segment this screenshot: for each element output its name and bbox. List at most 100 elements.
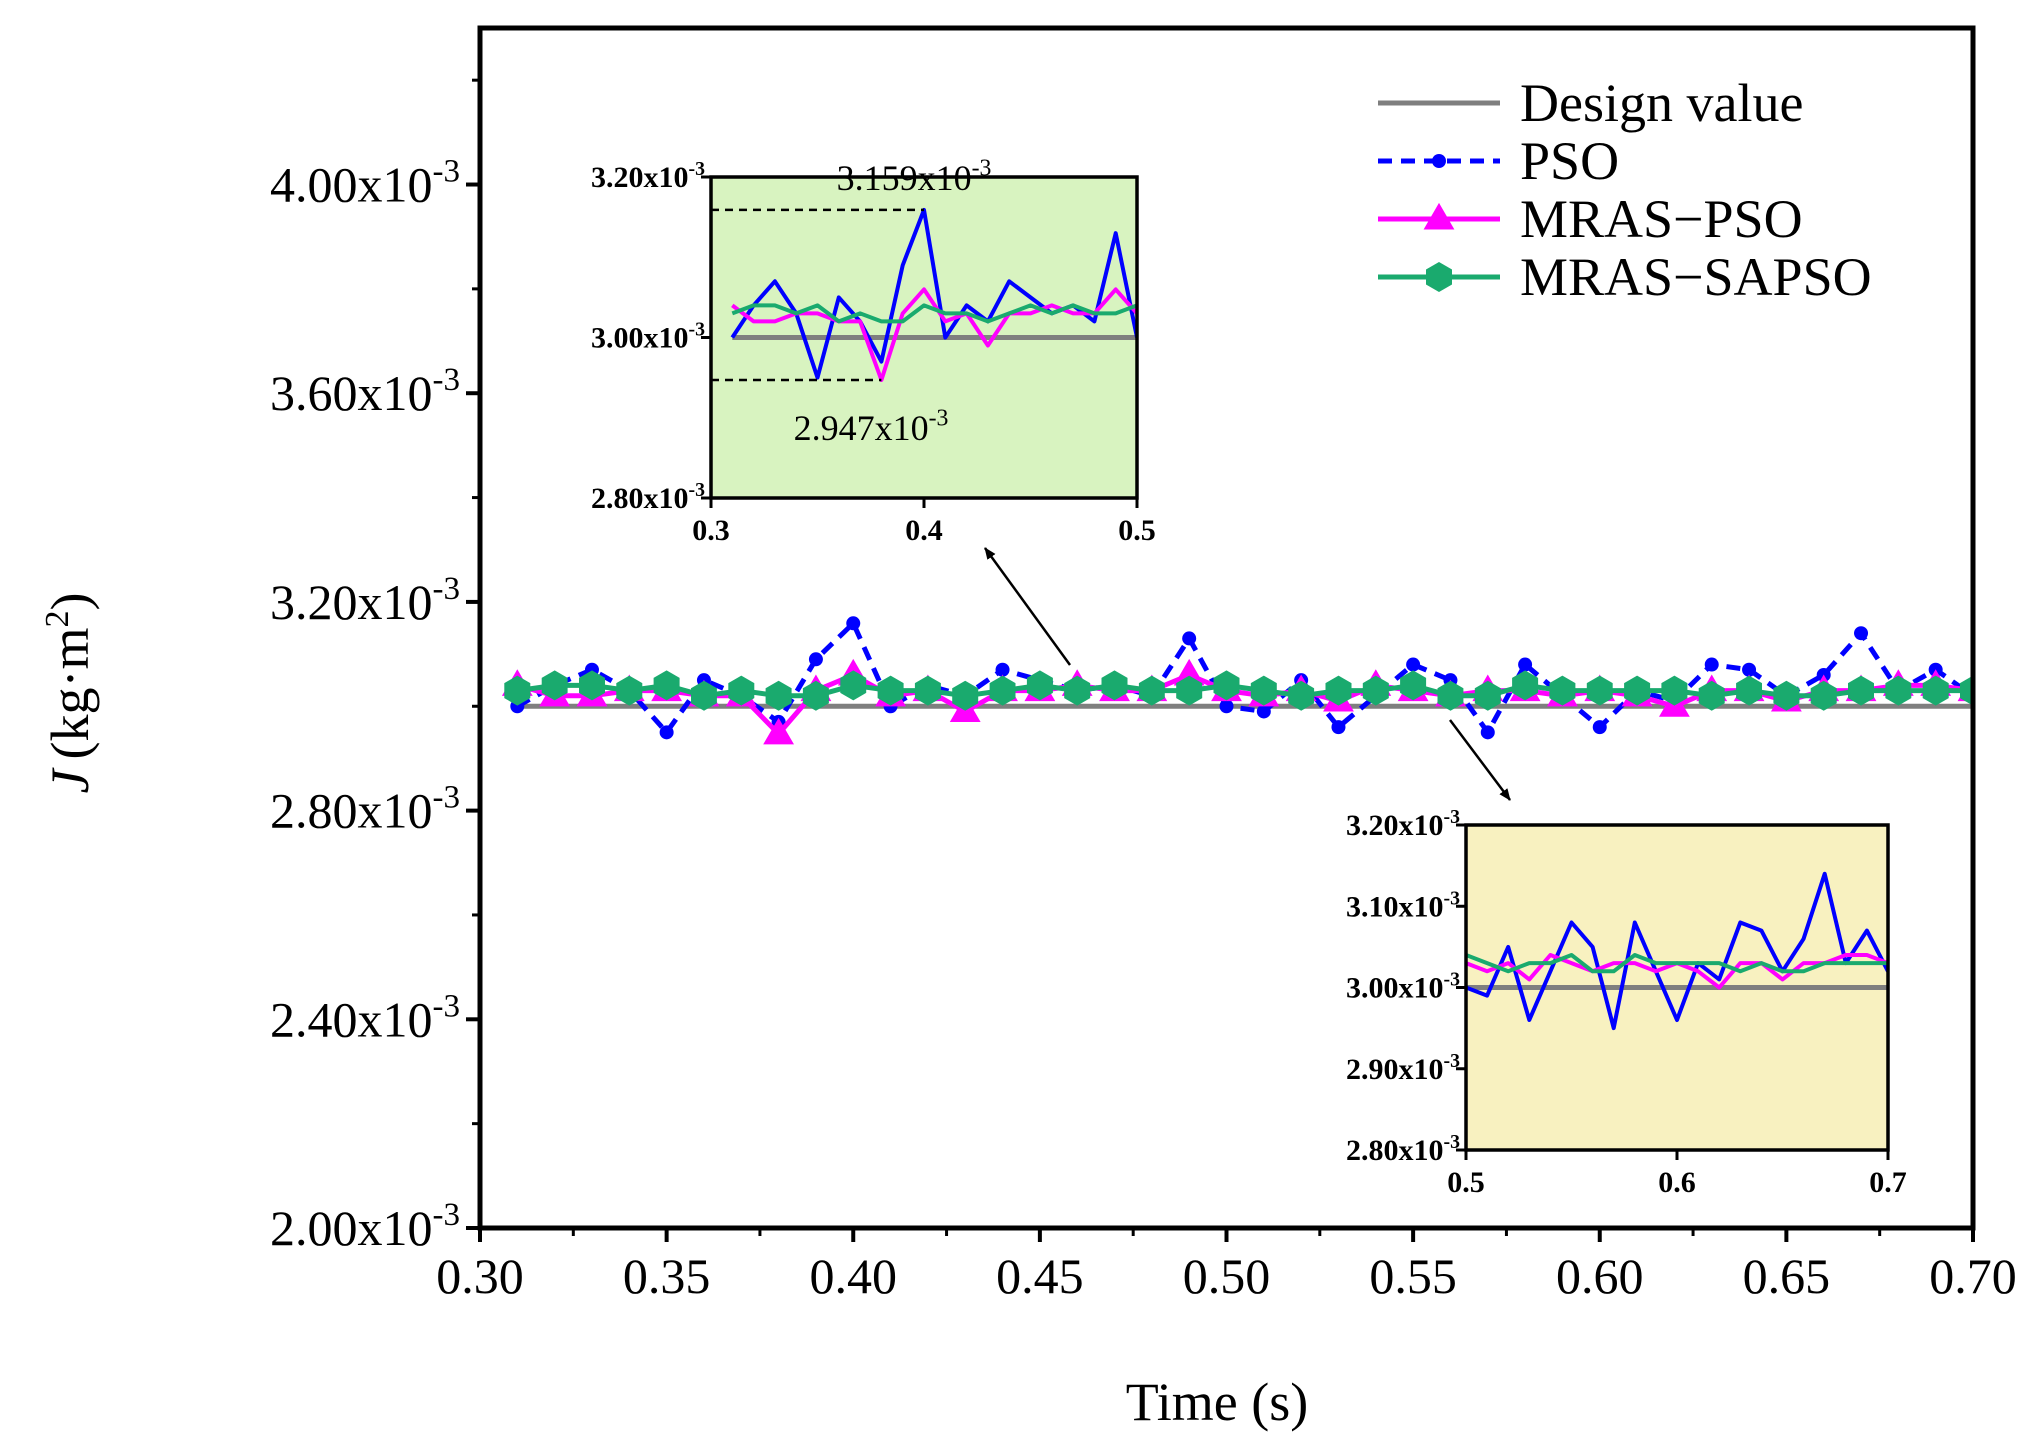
- data-point-pso: [1331, 720, 1346, 735]
- series-line-pso: [516, 620, 1973, 735]
- data-point-mras-sapso: [653, 670, 680, 701]
- series-mras-pso: [501, 658, 1973, 745]
- callout-arrows: [983, 547, 1511, 801]
- y-axis-unit: (kg·m: [40, 628, 100, 760]
- data-point-mras-sapso: [1101, 670, 1128, 701]
- data-point-mras-sapso: [1213, 670, 1240, 701]
- y-tick-label: 2.40x10-3: [270, 988, 460, 1047]
- legend-label-design-value: Design value: [1520, 73, 1803, 133]
- data-point-mras-sapso: [1474, 680, 1501, 711]
- y-tick-label: 3.20x10-3: [270, 571, 460, 630]
- data-point-pso: [1518, 657, 1533, 672]
- inset-early-min-annotation: 2.947x10-3: [711, 378, 949, 448]
- legend-label-mras-sapso: MRAS−SAPSO: [1520, 247, 1872, 307]
- data-point-mras-sapso: [691, 680, 717, 711]
- data-point-pso: [1406, 657, 1421, 672]
- data-point-mras-sapso: [1624, 675, 1651, 706]
- data-point-mras-sapso: [1288, 680, 1315, 711]
- data-point-pso: [659, 725, 674, 740]
- data-point-mras-sapso: [1064, 675, 1091, 706]
- inset-late-y-tick-label: 3.00x10-3: [1346, 969, 1460, 1005]
- data-point-mras-sapso: [914, 675, 941, 706]
- data-point-mras-sapso: [1773, 680, 1800, 711]
- x-tick-label: 0.30: [436, 1248, 524, 1304]
- data-point-mras-sapso: [504, 675, 531, 706]
- legend-item-mras-pso: MRAS−PSO: [1378, 189, 1803, 249]
- x-tick-label: 0.65: [1743, 1248, 1831, 1304]
- data-point-mras-sapso: [877, 675, 904, 706]
- inset-early-series: [730, 207, 1137, 382]
- inset-early-x-tick-label: 0.4: [905, 514, 943, 547]
- data-point-mras-sapso: [1325, 675, 1352, 706]
- legend-label-mras-pso: MRAS−PSO: [1520, 189, 1803, 249]
- inset-late-x-tick-label: 0.7: [1869, 1166, 1907, 1199]
- data-point-mras-sapso: [1848, 675, 1874, 706]
- data-point-pso: [1592, 720, 1607, 735]
- data-point-pso: [1182, 631, 1197, 646]
- data-point-pso: [995, 662, 1010, 677]
- inset-early-x-tick-label: 0.5: [1118, 514, 1156, 547]
- legend-label-pso: PSO: [1520, 131, 1619, 191]
- data-point-mras-sapso: [1250, 675, 1277, 706]
- data-point-mras-sapso: [1885, 675, 1912, 706]
- data-point-mras-sapso: [1960, 675, 1973, 706]
- data-point-pso: [808, 652, 823, 667]
- series-line-mras-sapso: [516, 682, 1973, 699]
- y-tick-label: 3.60x10-3: [270, 362, 460, 421]
- data-point-mras-sapso: [1026, 670, 1053, 701]
- y-axis-ticks: 2.00x10-3 2.40x10-3 2.80x10-3 3.20x10-3 3.60…: [270, 78, 480, 1256]
- data-point-mras-sapso: [989, 675, 1016, 706]
- y-tick-label: 2.00x10-3: [270, 1197, 460, 1256]
- inset-late-x-tick-label: 0.6: [1658, 1166, 1696, 1199]
- x-tick-label: 0.40: [810, 1248, 898, 1304]
- y-tick-label: 2.80x10-3: [270, 780, 460, 839]
- data-point-mras-sapso: [802, 680, 829, 711]
- inset-late-series: [1466, 871, 1888, 1031]
- data-point-mras-sapso: [1698, 680, 1725, 711]
- inset-early-y-tick-label: 3.20x10-3: [591, 158, 705, 194]
- x-tick-label: 0.35: [623, 1248, 711, 1304]
- arrow-to-late-inset: [1449, 719, 1511, 801]
- data-point-mras-sapso: [1437, 680, 1464, 711]
- data-point-mras-sapso: [1586, 675, 1613, 706]
- inset-early-y-tick-label: 2.80x10-3: [591, 479, 705, 515]
- data-point-mras-sapso: [1138, 675, 1165, 706]
- y-axis-unit-exponent: 2: [39, 611, 76, 628]
- data-point-mras-sapso: [1736, 675, 1762, 706]
- min-annotation-label: 2.947x10-3: [794, 406, 949, 448]
- data-point-pso: [1704, 657, 1719, 672]
- x-tick-label: 0.60: [1556, 1248, 1644, 1304]
- inset-early: 3.159x10-32.947x10-30.3 0.4 0.52.80x10-33.…: [591, 156, 1156, 547]
- data-point-pso: [1480, 725, 1495, 740]
- y-axis-variable: J: [40, 766, 100, 793]
- main-series: [501, 616, 1973, 745]
- x-axis-ticks: 0.30 0.35 0.40 0.45 0.50 0.55 0.60 0.65 0.70: [436, 1228, 2017, 1304]
- inset-early-line-mras-sapso: [731, 303, 1137, 324]
- insets: 3.159x10-32.947x10-30.3 0.4 0.52.80x10-33.…: [591, 156, 1907, 1199]
- inset-late-y-tick-label: 3.10x10-3: [1346, 887, 1460, 923]
- data-point-mras-sapso: [1549, 675, 1576, 706]
- series-line-mras-pso: [516, 672, 1973, 737]
- data-point-mras-sapso: [1512, 670, 1539, 701]
- data-point-mras-pso: [1173, 658, 1205, 686]
- inset-late: 0.5 0.6 0.7 2.80x10-3 2.90x10-3 3.00x10-3 3.10…: [1346, 806, 1907, 1199]
- inset-late-y-tick-label: 2.90x10-3: [1346, 1050, 1460, 1086]
- legend-marker-mras-sapso: [1426, 262, 1452, 292]
- data-point-pso: [1742, 662, 1757, 677]
- series-mras-sapso: [504, 670, 1973, 711]
- main-plot: 0.30 0.35 0.40 0.45 0.50 0.55 0.60 0.65 0.70 2.00…: [270, 25, 2017, 1304]
- data-point-mras-sapso: [1922, 675, 1949, 706]
- data-point-mras-sapso: [1661, 675, 1688, 706]
- data-point-mras-sapso: [765, 680, 792, 711]
- legend-item-pso: PSO: [1378, 131, 1619, 191]
- data-point-pso: [1219, 699, 1234, 714]
- x-tick-label: 0.55: [1369, 1248, 1457, 1304]
- legend-item-mras-sapso: MRAS−SAPSO: [1378, 247, 1872, 307]
- x-tick-label: 0.45: [996, 1248, 1084, 1304]
- inset-late-line-pso: [1466, 871, 1888, 1031]
- inset-late-y-tick-label: 2.80x10-3: [1346, 1131, 1460, 1167]
- data-point-pso: [1256, 704, 1271, 719]
- data-point-mras-sapso: [1810, 680, 1837, 711]
